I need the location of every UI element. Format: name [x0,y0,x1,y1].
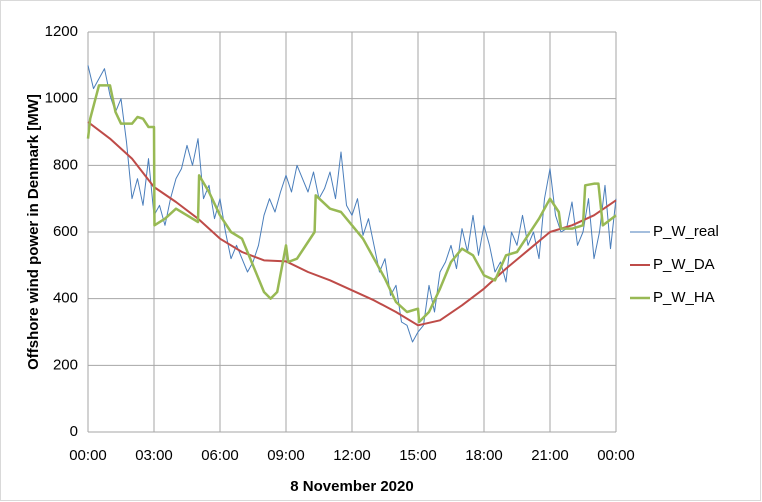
x-tick-label: 00:00 [597,447,635,464]
series-line [86,84,617,324]
y-axis-title: Offshore wind power in Denmark [MW] [25,94,42,370]
x-tick-label: 09:00 [267,447,305,464]
y-tick-label: 400 [53,290,78,307]
legend-label: P_W_real [653,223,719,240]
y-tick-label: 1000 [45,90,78,107]
x-axis-title: 8 November 2020 [290,478,413,495]
series-line [87,65,617,343]
y-tick-label: 0 [70,423,78,440]
y-tick-label: 600 [53,223,78,240]
x-tick-label: 15:00 [399,447,437,464]
y-tick-label: 1200 [45,23,78,40]
x-tick-label: 06:00 [201,447,239,464]
y-tick-label: 200 [53,356,78,373]
legend-label: P_W_DA [653,256,715,273]
x-tick-label: 03:00 [135,447,173,464]
series-line [87,121,617,327]
legend-label: P_W_HA [653,289,715,306]
x-tick-label: 18:00 [465,447,503,464]
x-tick-label: 12:00 [333,447,371,464]
x-tick-label: 00:00 [69,447,107,464]
y-tick-label: 800 [53,156,78,173]
x-tick-label: 21:00 [531,447,569,464]
